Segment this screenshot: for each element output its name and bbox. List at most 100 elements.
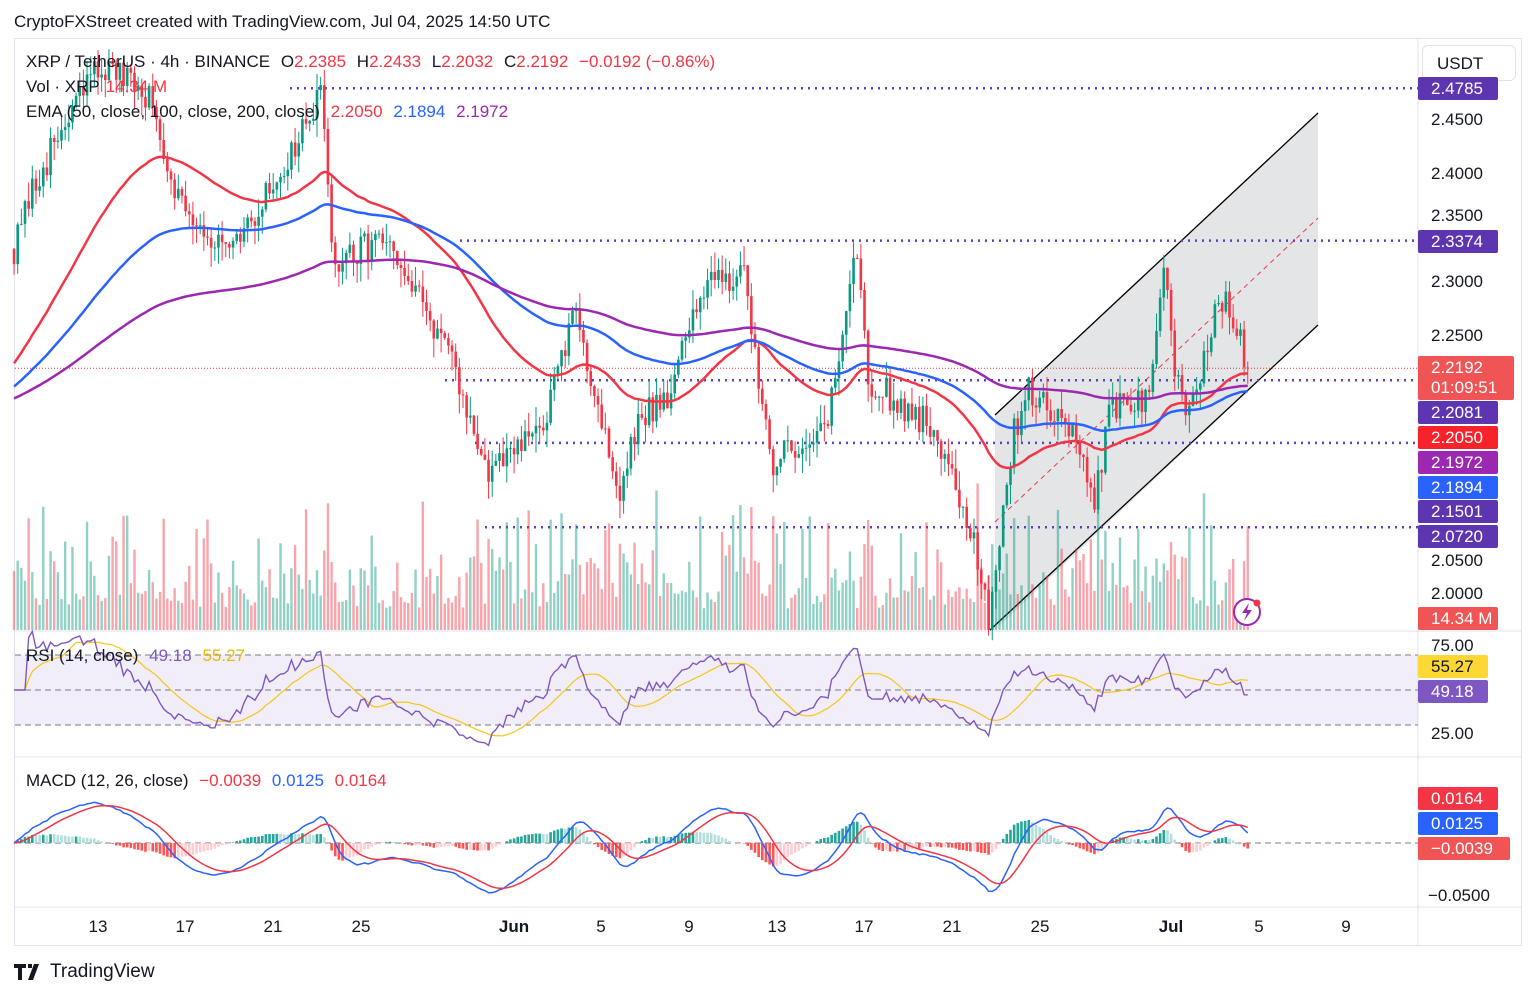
candle[interactable]: [677, 359, 680, 375]
candle[interactable]: [494, 460, 498, 466]
candle[interactable]: [874, 396, 877, 398]
candle[interactable]: [1089, 482, 1093, 488]
candle[interactable]: [1031, 377, 1034, 406]
candle[interactable]: [921, 405, 925, 433]
candle[interactable]: [447, 338, 450, 346]
candle[interactable]: [998, 546, 1001, 571]
candle[interactable]: [531, 433, 534, 437]
candle[interactable]: [458, 367, 461, 395]
candle[interactable]: [187, 211, 191, 215]
currency-button[interactable]: USDT: [1422, 45, 1516, 81]
candle[interactable]: [899, 398, 903, 413]
candle[interactable]: [1074, 424, 1078, 443]
candle[interactable]: [1096, 470, 1100, 510]
candle[interactable]: [1034, 405, 1038, 408]
candle[interactable]: [881, 396, 885, 398]
candle[interactable]: [1056, 409, 1060, 422]
candle[interactable]: [297, 143, 301, 157]
candle[interactable]: [1242, 329, 1246, 368]
candle[interactable]: [363, 233, 366, 237]
channel-mid-line[interactable]: [994, 217, 1319, 523]
candle[interactable]: [1122, 393, 1125, 400]
candle[interactable]: [155, 107, 158, 120]
candle[interactable]: [23, 201, 27, 224]
candle[interactable]: [1147, 389, 1151, 393]
candle[interactable]: [702, 297, 706, 299]
candle[interactable]: [330, 184, 333, 243]
candle[interactable]: [812, 442, 815, 445]
ema100-line[interactable]: [13, 203, 1248, 433]
candle[interactable]: [27, 201, 30, 209]
candle[interactable]: [910, 403, 914, 420]
candle[interactable]: [1155, 330, 1158, 365]
ema200-line[interactable]: [13, 258, 1248, 400]
candle[interactable]: [892, 400, 895, 411]
rsi-label[interactable]: RSI (14, close): [26, 646, 139, 665]
candle[interactable]: [1042, 392, 1045, 398]
candle[interactable]: [684, 337, 687, 341]
candle[interactable]: [644, 417, 647, 426]
candle[interactable]: [695, 309, 698, 313]
candle[interactable]: [1144, 389, 1147, 413]
macd-signal-line[interactable]: [13, 804, 1249, 890]
candle[interactable]: [1001, 505, 1005, 547]
candle[interactable]: [939, 440, 943, 459]
candle[interactable]: [596, 396, 600, 405]
candle[interactable]: [950, 464, 954, 469]
candle[interactable]: [552, 375, 556, 390]
candle[interactable]: [231, 240, 235, 248]
candle[interactable]: [377, 233, 381, 235]
candle[interactable]: [505, 448, 509, 467]
candle[interactable]: [834, 378, 837, 388]
candle[interactable]: [983, 583, 987, 590]
candle[interactable]: [611, 457, 614, 472]
candle[interactable]: [173, 179, 176, 199]
candle[interactable]: [1202, 350, 1206, 384]
candle[interactable]: [972, 532, 976, 539]
candle[interactable]: [257, 216, 260, 226]
candle[interactable]: [144, 96, 147, 108]
candle[interactable]: [74, 95, 78, 107]
candle[interactable]: [1246, 367, 1250, 369]
candle[interactable]: [793, 451, 797, 458]
candle[interactable]: [1078, 442, 1082, 455]
candle[interactable]: [111, 63, 114, 65]
candle[interactable]: [961, 506, 965, 508]
candle[interactable]: [421, 286, 425, 303]
candle[interactable]: [479, 448, 483, 455]
candle[interactable]: [16, 224, 19, 265]
candle[interactable]: [1005, 484, 1009, 506]
candle[interactable]: [104, 74, 107, 81]
candle[interactable]: [293, 142, 297, 157]
candle[interactable]: [454, 351, 457, 368]
candle[interactable]: [980, 569, 983, 584]
candle[interactable]: [797, 454, 801, 458]
candle[interactable]: [742, 265, 746, 267]
candle[interactable]: [217, 234, 220, 248]
candle[interactable]: [527, 431, 530, 437]
candle[interactable]: [607, 428, 611, 458]
candle[interactable]: [757, 347, 760, 389]
candle[interactable]: [129, 67, 133, 73]
candle[interactable]: [385, 242, 388, 244]
candle[interactable]: [764, 403, 768, 420]
candle[interactable]: [640, 414, 644, 418]
candle[interactable]: [720, 269, 724, 283]
rsi-line[interactable]: [14, 629, 1248, 747]
candle[interactable]: [1115, 398, 1118, 419]
candle[interactable]: [242, 228, 246, 242]
candle[interactable]: [750, 296, 753, 335]
candle[interactable]: [629, 436, 633, 469]
candle[interactable]: [1082, 454, 1085, 457]
candle[interactable]: [625, 468, 629, 476]
candle[interactable]: [301, 119, 304, 144]
candle[interactable]: [374, 233, 377, 241]
candle[interactable]: [863, 289, 866, 331]
candle[interactable]: [556, 366, 560, 376]
candle[interactable]: [509, 448, 512, 450]
candle[interactable]: [122, 62, 125, 86]
candle[interactable]: [279, 176, 282, 183]
candle[interactable]: [56, 140, 60, 143]
candle[interactable]: [990, 591, 994, 630]
candle[interactable]: [224, 242, 228, 244]
